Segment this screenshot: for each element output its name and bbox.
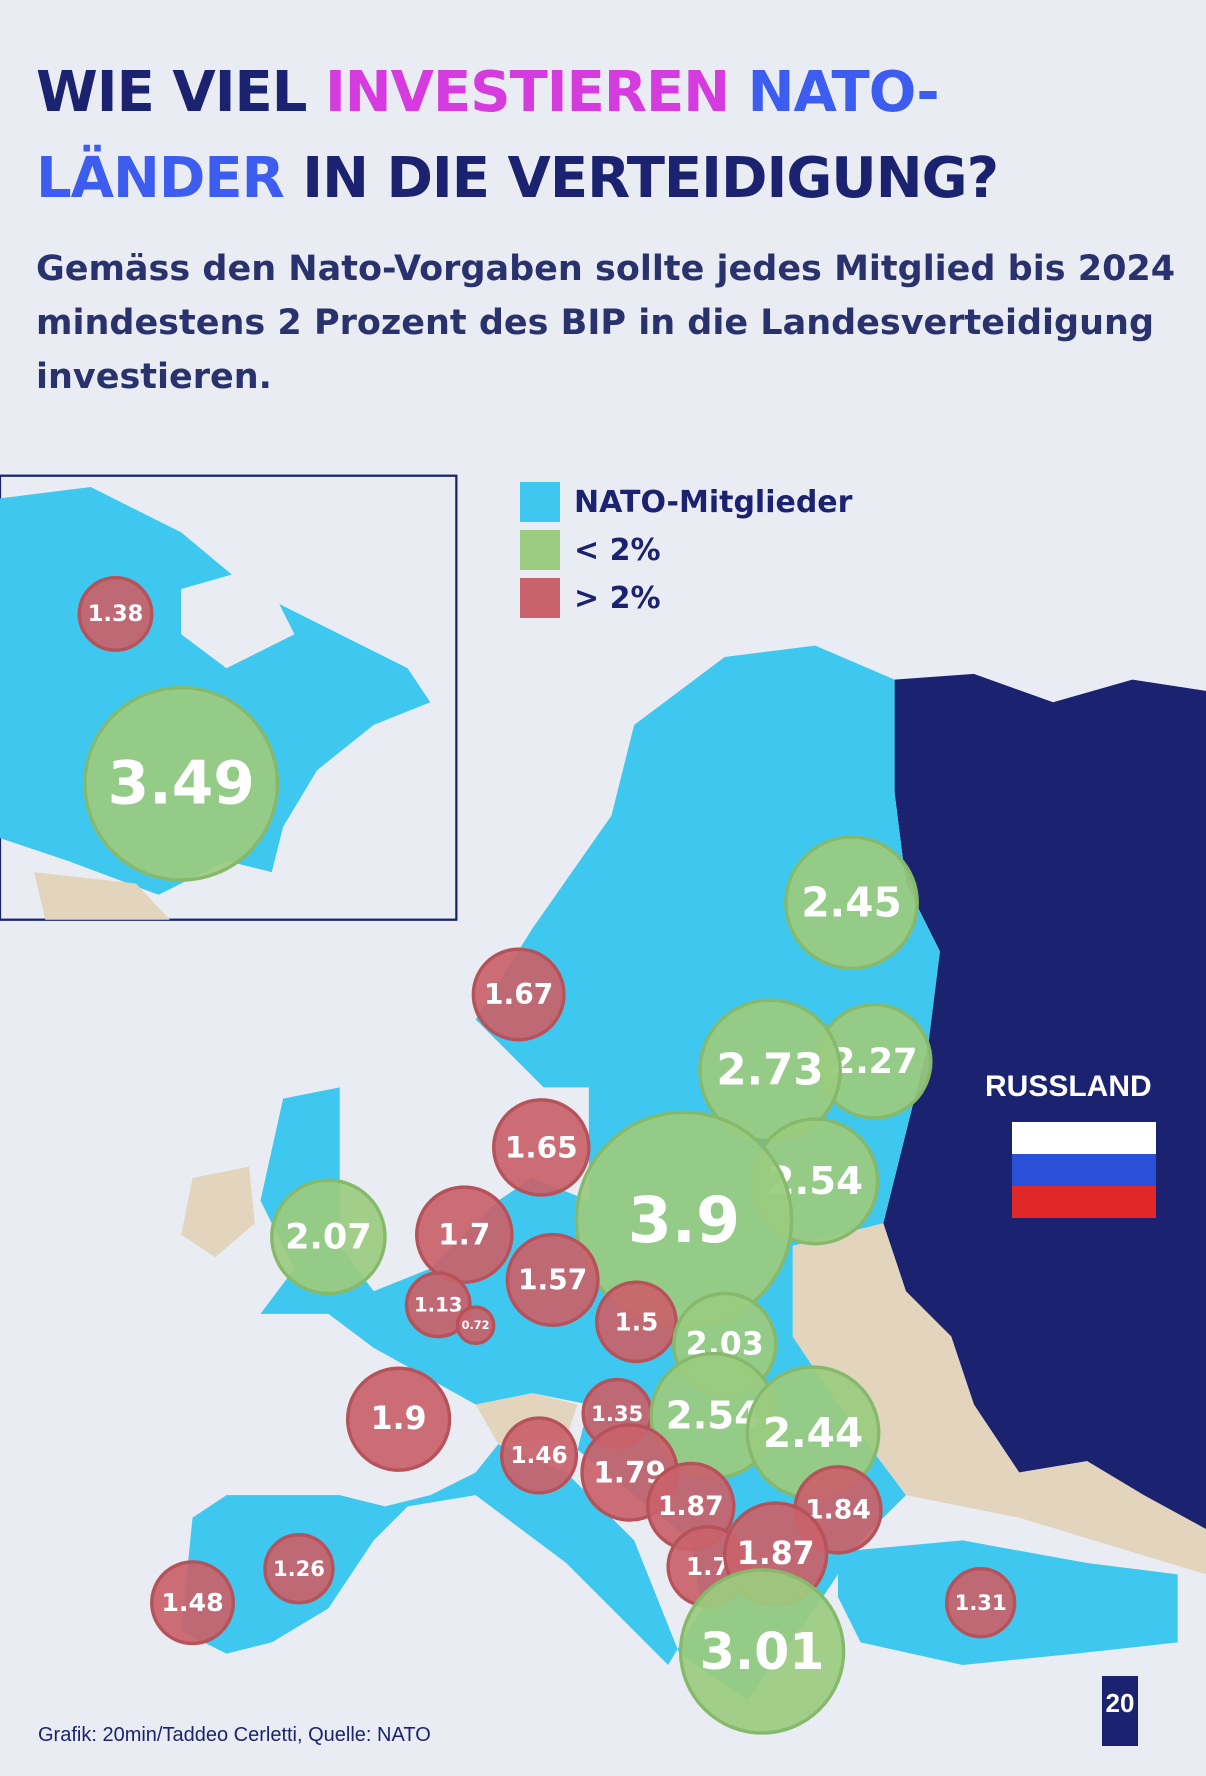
bubble-value: 1.65 xyxy=(505,1130,578,1164)
bubble-value: 1.31 xyxy=(955,1590,1007,1615)
bubble-value: 2.54 xyxy=(666,1393,761,1438)
legend-swatch xyxy=(520,578,560,618)
bubble-value: 1.5 xyxy=(615,1307,659,1336)
title-part: WIE VIEL xyxy=(36,60,325,125)
bubble-green xyxy=(784,835,919,971)
bubble-value: 1.7 xyxy=(438,1218,490,1252)
legend-item-above: > 2% xyxy=(520,574,852,622)
bubble-value: 2.27 xyxy=(831,1041,918,1082)
ireland-region xyxy=(181,1166,255,1258)
legend-label: NATO-Mitglieder xyxy=(574,484,853,520)
bubble-red xyxy=(499,1416,579,1495)
bubble-green xyxy=(270,1178,387,1296)
subtitle: Gemäss den Nato-Vorgaben sollte jedes Mi… xyxy=(36,249,1176,397)
legend-label: < 2% xyxy=(574,532,661,568)
bubble-value: 1.48 xyxy=(161,1588,223,1617)
mexico-region xyxy=(33,872,170,920)
bubble-value: 1.9 xyxy=(371,1401,427,1437)
non-nato-region xyxy=(792,1223,1206,1575)
page-title: WIE VIEL INVESTIEREN NATO- LÄNDER IN DIE… xyxy=(36,50,999,222)
bubble-value: 3.49 xyxy=(108,749,255,818)
bubble-red xyxy=(345,1366,452,1472)
canada-lakes xyxy=(181,566,295,669)
title-highlight: INVESTIEREN xyxy=(324,60,730,125)
bubble-layer: 1.38 3.49 2.45 1.67 2.272.73 1.65 2.54 3.9 2.07 1… xyxy=(77,575,1017,1735)
bubble-red xyxy=(404,1271,472,1339)
bubble-value: 1.7 xyxy=(686,1552,730,1581)
bubble-value: 1.46 xyxy=(510,1442,567,1469)
20minuten-logo: 20 xyxy=(1102,1676,1138,1746)
bubble-red xyxy=(77,575,154,652)
bubble-red xyxy=(595,1280,678,1364)
legend-item-below: < 2% xyxy=(520,526,852,574)
bubble-value: 1.38 xyxy=(88,601,143,627)
bubble-value: 1.67 xyxy=(484,978,553,1011)
russia-label: RUSSLAND xyxy=(985,1070,1152,1103)
title-part: NATO- xyxy=(729,60,940,125)
bubble-red xyxy=(944,1567,1017,1639)
bubble-value: 1.87 xyxy=(658,1491,724,1522)
bubble-green xyxy=(83,685,280,882)
legend-item-nato: NATO-Mitglieder xyxy=(520,478,852,526)
bubble-green xyxy=(678,1568,846,1735)
title-part: IN DIE VERTEIDIGUNG? xyxy=(283,146,999,211)
title-part: LÄNDER xyxy=(36,146,285,211)
bubble-value: 2.44 xyxy=(763,1409,863,1457)
bubble-value: 3.9 xyxy=(628,1183,740,1257)
bubble-red xyxy=(471,947,566,1042)
bubble-red xyxy=(455,1305,496,1346)
bubble-value: 1.87 xyxy=(737,1536,815,1572)
bubble-red xyxy=(492,1098,591,1197)
bubble-red xyxy=(505,1232,600,1327)
bubble-value: 2.73 xyxy=(716,1045,823,1095)
bubble-value: 3.01 xyxy=(700,1622,825,1681)
bubble-value: 2.45 xyxy=(801,879,901,927)
bubble-value: 1.13 xyxy=(414,1293,462,1316)
legend-swatch xyxy=(520,530,560,570)
bubble-red xyxy=(415,1185,514,1284)
legend-label: > 2% xyxy=(574,580,661,616)
bubble-value: 0.72 xyxy=(462,1318,490,1332)
bubble-value: 1.57 xyxy=(518,1263,587,1296)
russia-region xyxy=(883,673,1206,1530)
source-credit: Grafik: 20min/Taddeo Cerletti, Quelle: N… xyxy=(38,1724,431,1746)
legend-swatch xyxy=(520,482,560,522)
bubble-red xyxy=(263,1533,335,1605)
russia-flag-icon xyxy=(1012,1122,1156,1218)
bubble-red xyxy=(150,1560,235,1646)
bubble-value: 1.35 xyxy=(591,1401,643,1426)
legend: NATO-Mitglieder < 2% > 2% xyxy=(520,478,852,622)
bubble-value: 2.07 xyxy=(285,1216,372,1257)
bubble-value: 1.26 xyxy=(273,1556,325,1581)
